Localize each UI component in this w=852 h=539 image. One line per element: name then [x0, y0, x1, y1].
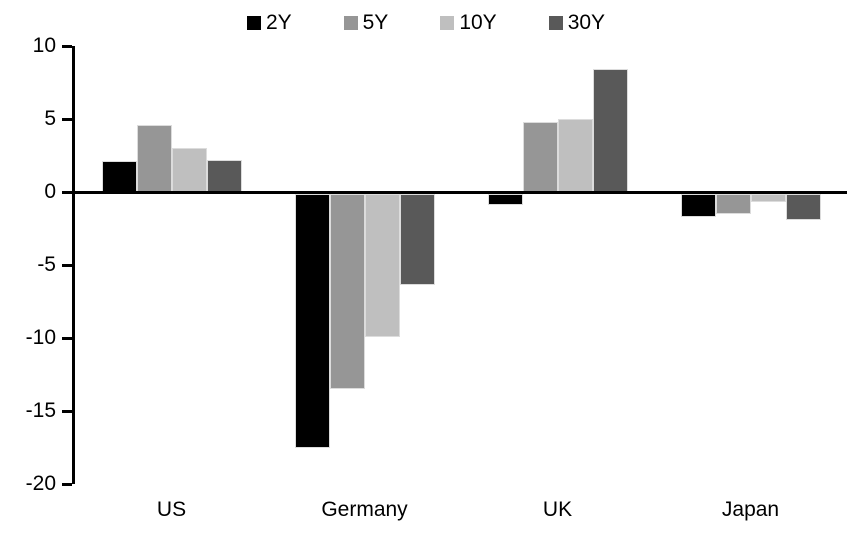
- legend-label: 2Y: [265, 11, 292, 34]
- x-axis-label-germany: Germany: [321, 498, 408, 521]
- bar-japan-5y: [715, 193, 751, 214]
- bar-uk-5y: [522, 121, 558, 192]
- plot-area: [62, 44, 847, 486]
- x-axis-label-us: US: [156, 498, 187, 521]
- bar-japan-30y: [785, 193, 821, 220]
- bar-us-2y: [101, 161, 137, 192]
- y-axis-tick-mark: [62, 190, 72, 194]
- bar-us-10y: [171, 148, 207, 192]
- legend-swatch-10y: [440, 15, 455, 30]
- y-axis-tick-label: -15: [25, 399, 56, 422]
- bar-germany-2y: [294, 193, 330, 448]
- legend-label: 5Y: [362, 11, 389, 34]
- bar-group-us: [75, 46, 268, 484]
- bar-us-30y: [206, 159, 242, 192]
- legend-label: 10Y: [459, 11, 497, 34]
- bar-uk-10y: [557, 119, 593, 192]
- bar-japan-10y: [750, 193, 786, 203]
- x-axis-label-uk: UK: [542, 498, 573, 521]
- bar-uk-30y: [592, 69, 628, 192]
- x-axis-label-japan: Japan: [721, 498, 780, 521]
- legend-swatch-2y: [246, 15, 261, 30]
- bar-germany-30y: [399, 193, 435, 286]
- y-axis-line: [72, 46, 75, 484]
- legend-item-2y: 2Y: [246, 11, 292, 34]
- x-axis-labels: US Germany UK Japan: [75, 498, 847, 522]
- legend-item-30y: 30Y: [548, 11, 606, 34]
- y-axis-tick-mark: [62, 482, 72, 486]
- bar-group-uk: [461, 46, 654, 484]
- bar-group-japan: [654, 46, 847, 484]
- y-axis-tick-label: -5: [37, 253, 56, 276]
- legend-item-5y: 5Y: [343, 11, 389, 34]
- bar-japan-2y: [680, 193, 716, 217]
- legend-label: 30Y: [567, 11, 606, 34]
- legend: 2Y 5Y 10Y 30Y: [0, 12, 852, 33]
- legend-swatch-5y: [343, 15, 358, 30]
- bar-pack: [101, 46, 242, 484]
- y-axis-tick-mark: [62, 336, 72, 340]
- bar-germany-5y: [329, 193, 365, 390]
- y-axis-tick-label: 10: [32, 34, 56, 57]
- bar-uk-2y: [487, 193, 523, 206]
- y-axis-tick-label: 5: [44, 107, 56, 130]
- y-axis-tick-mark: [62, 44, 72, 48]
- y-axis: 10 5 0 -5 -10 -15 -20: [0, 35, 62, 495]
- legend-item-10y: 10Y: [440, 11, 497, 34]
- y-axis-tick-label: -10: [25, 326, 56, 349]
- zero-baseline: [72, 190, 847, 194]
- bar-groups: [75, 46, 847, 484]
- bar-pack: [294, 46, 435, 484]
- bar-pack: [680, 46, 821, 484]
- y-axis-tick-mark: [62, 263, 72, 267]
- bar-germany-10y: [364, 193, 400, 337]
- legend-swatch-30y: [548, 15, 563, 30]
- bar-pack: [487, 46, 628, 484]
- bar-group-germany: [268, 46, 461, 484]
- y-axis-tick-label: 0: [44, 180, 56, 203]
- bar-us-5y: [136, 124, 172, 192]
- y-axis-tick-mark: [62, 117, 72, 121]
- y-axis-tick-label: -20: [25, 472, 56, 495]
- y-axis-tick-mark: [62, 409, 72, 413]
